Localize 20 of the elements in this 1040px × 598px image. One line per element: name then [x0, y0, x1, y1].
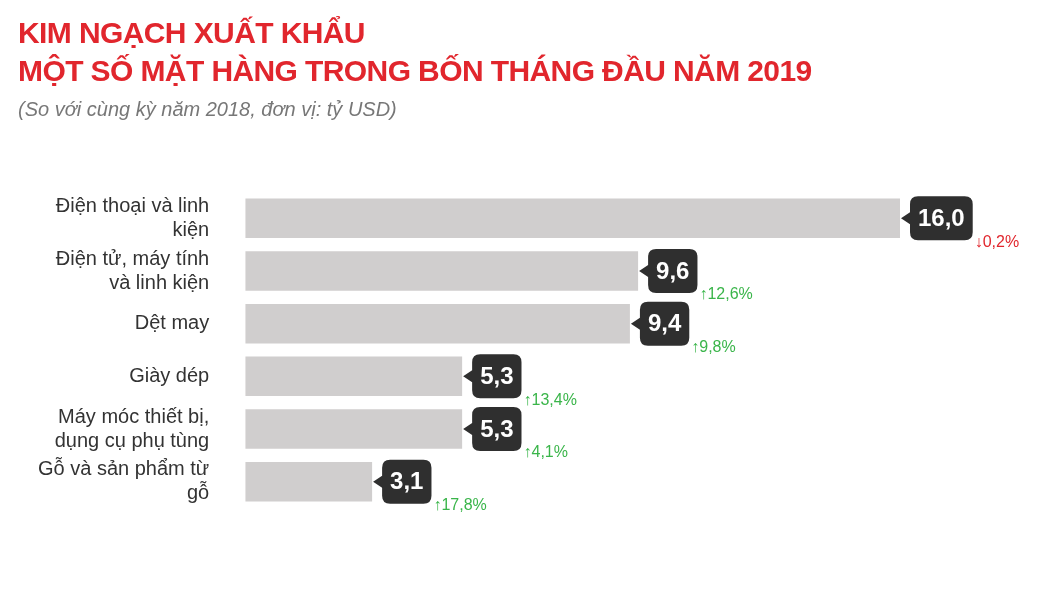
y-tick-label: Điện tử, máy tính và linh kiện: [55, 246, 210, 293]
y-tick-label: Giày dép: [129, 363, 210, 386]
y-tick-label: Gỗ và sản phẩm từ gỗ: [38, 457, 210, 504]
data-label: 3,1: [390, 467, 424, 495]
annotation: ↑9,8%: [691, 338, 736, 356]
annotation: ↑17,8%: [433, 496, 487, 514]
annotation: ↑4,1%: [523, 443, 568, 461]
text: ↓0,2%: [974, 232, 1020, 250]
data-label: 5,3: [480, 414, 514, 442]
y-tick-label: Điện thoại và linh kiện: [55, 193, 210, 240]
y-tick-label: Dệt may: [134, 311, 210, 334]
y-tick-label: Máy móc thiết bị, dụng cụ phụ tùng: [54, 404, 210, 451]
chart-title: KIM NGẠCH XUẤT KHẨU MỘT SỐ MẶT HÀNG TRONG BỐN THÁNG ĐẦU NĂM 2019: [18, 15, 812, 89]
data-label: 9,4: [647, 309, 682, 337]
data-label: 5,3: [480, 361, 514, 389]
annotation: ↑13,4%: [523, 390, 577, 408]
chart-subtitle: (So với cùng kỳ năm 2018, đơn vị: tỷ USD): [18, 98, 397, 121]
data-label: 9,6: [656, 256, 690, 284]
data-label: 16,0: [918, 203, 965, 231]
annotation: ↑12,6%: [699, 285, 753, 303]
